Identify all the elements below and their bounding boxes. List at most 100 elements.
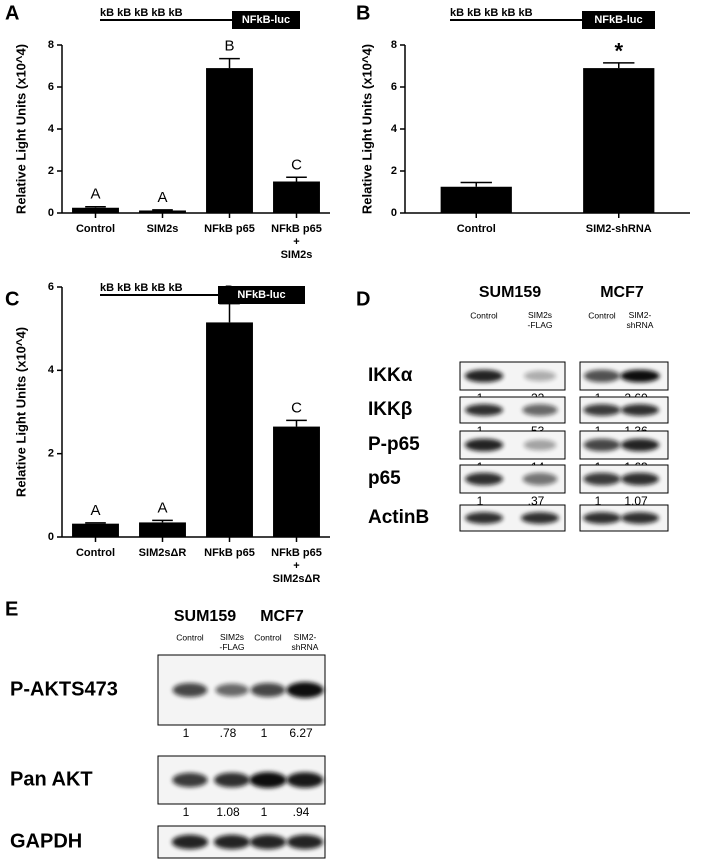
bar [206,322,253,537]
bar [72,207,119,213]
row-label: p65 [368,468,401,489]
bar-label: C [291,399,302,416]
construct-sites: kB kB kB kB kB [100,282,183,294]
y-tick-label: 8 [48,39,54,51]
bar [139,210,186,213]
quant-label: 1 [261,805,268,819]
quant-label: 1.08 [216,805,240,819]
band [522,472,558,486]
quant-label: 1 [183,805,190,819]
band [213,834,251,850]
text-line: SIM2sΔR [273,573,321,585]
error-bar [219,302,240,323]
band [620,438,660,452]
bar-label: * [614,39,623,64]
error-bar [286,419,307,427]
error-bar [152,519,173,523]
row-label: P-AKTS473 [10,678,118,700]
x-tick-label: NFkB p65 + SIM2s [271,223,322,261]
band [464,438,504,452]
text-line: SIM2- [629,310,652,320]
y-tick-label: 6 [391,81,397,93]
text-line: -FLAG [219,642,244,652]
y-tick-label: 4 [391,123,398,135]
quant-label: 1 [183,726,190,740]
construct-box [582,11,655,29]
text-line: NFkB p65 [271,223,322,235]
x-tick-label: NFkB p65 [204,547,255,559]
y-tick-label: 2 [391,165,397,177]
band [521,512,559,524]
text-line: SIM2s [220,632,244,642]
y-tick-label: 6 [48,81,54,93]
lane-label: SIM2-shRNA [292,632,319,652]
band [214,772,250,788]
text-line: shRNA [627,320,654,330]
quant-label: .78 [220,726,237,740]
lane-label: SIM2s -FLAG [527,310,552,330]
lane-label: Control [176,632,204,642]
x-tick-label: Control [76,223,115,235]
y-tick-label: 8 [391,39,397,51]
group-label: SUM159 [174,608,236,625]
text-line: SIM2- [294,632,317,642]
band [465,472,503,486]
bar-label: A [157,499,167,516]
row-label: GAPDH [10,830,82,852]
group-label: MCF7 [260,608,304,625]
band [286,682,324,698]
error-bar [603,62,635,69]
panel-label: E [5,598,18,620]
y-tick-label: 2 [48,165,54,177]
panel-label: B [356,2,370,24]
band [522,404,558,416]
band [583,369,621,383]
quant-label: 1 [477,494,484,508]
x-tick-label: Control [457,223,496,235]
band [172,772,208,788]
y-axis-label: Relative Light Units (x10^4) [359,44,374,214]
construct-sites: kB kB kB kB kB [100,7,183,19]
error-bar [460,181,492,187]
quant-label: 6.27 [289,726,313,740]
error-bar [85,205,106,208]
bar [273,426,320,537]
y-tick-label: 0 [391,207,397,219]
y-tick-label: 0 [48,531,54,543]
x-tick-label: SIM2s [147,223,179,235]
bar-label: A [90,186,100,203]
text-line: + [293,236,299,248]
construct-reporter: NFkB-luc [242,14,290,26]
band [465,512,503,524]
lane-label: SIM2-shRNA [627,310,654,330]
band [621,472,659,486]
lane-label: Control [254,632,282,642]
x-tick-label: NFkB p65 + SIM2sΔR [271,547,322,585]
bar-label: B [224,38,234,55]
band [249,834,287,850]
x-tick-label: Control [76,547,115,559]
band [249,772,287,788]
bar [72,523,119,537]
construct-reporter: NFkB-luc [594,14,642,26]
y-tick-label: 6 [48,281,54,293]
band [172,683,208,697]
band [215,683,249,697]
construct-box [218,286,305,304]
text-line: shRNA [292,642,319,652]
text-line: SIM2s [528,310,552,320]
bar-label: C [291,156,302,173]
band [621,512,659,524]
quant-label: 1 [595,494,602,508]
x-tick-label: SIM2sΔR [139,547,187,559]
y-axis-label: Relative Light Units (x10^4) [13,44,28,214]
x-tick-label: NFkB p65 [204,223,255,235]
band [171,834,209,850]
error-bar [219,57,240,69]
y-tick-label: 2 [48,448,54,460]
error-bar [152,209,173,211]
bar-label: A [90,502,100,519]
row-label: IKKβ [368,399,412,420]
error-bar [286,176,307,182]
